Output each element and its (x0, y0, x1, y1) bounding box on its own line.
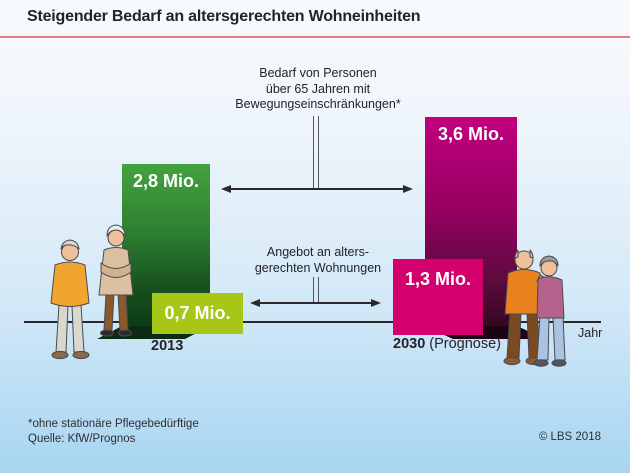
arrow-bedarf-line (230, 188, 404, 190)
arrow-bedarf-left-head-icon (221, 185, 231, 193)
category-2030-year: 2030 (393, 336, 426, 352)
x-axis-line (24, 321, 601, 323)
bar-value-label-angebot-2013: 0,7 Mio. (164, 303, 231, 323)
connector-double-line-bedarf (313, 116, 319, 188)
bar-value-label-bedarf-2013: 2,8 Mio. (132, 171, 199, 191)
arrow-angebot-right-head-icon (371, 299, 381, 307)
bar-value-label-angebot-2030: 1,3 Mio. (404, 269, 471, 289)
x-axis-label: Jahr (578, 326, 603, 340)
bar-angebot-2013: 0,7 Mio. (152, 293, 243, 334)
annotation-angebot-line1: Angebot an alters- (266, 245, 370, 259)
annotation-bedarf-line2: über 65 Jahren mit (265, 81, 371, 96)
arrow-angebot-line (259, 302, 372, 304)
category-label-2030: 2030 (Prognose) (393, 336, 501, 352)
source-note: Quelle: KfW/Prognos (28, 433, 136, 445)
footnote-asterisk: *ohne stationäre Pflegebedürftige (28, 418, 199, 430)
bar-value-label-bedarf-2030: 3,6 Mio. (437, 124, 504, 144)
annotation-bedarf: Bedarf von Personen über 65 Jahren mit B… (203, 66, 433, 113)
arrow-angebot-left-head-icon (250, 299, 260, 307)
annotation-bedarf-line3: Bewegungseinschränkungen* (235, 97, 401, 111)
bar-angebot-2030: 1,3 Mio. (393, 259, 483, 335)
page-title: Steigender Bedarf an altersgerechten Woh… (27, 8, 421, 25)
connector-double-line-angebot (313, 277, 319, 302)
arrow-bedarf-right-head-icon (403, 185, 413, 193)
elderly-woman-right-illustration (533, 255, 567, 367)
category-2030-suffix: (Prognose) (429, 336, 501, 352)
category-label-2013: 2013 (151, 338, 184, 354)
annotation-bedarf-line1: Bedarf von Personen (259, 66, 377, 80)
annotation-angebot: Angebot an alters- gerechten Wohnungen (223, 245, 413, 276)
elderly-man-left-illustration (50, 239, 90, 360)
footnotes: *ohne stationäre Pflegebedürftige Quelle… (28, 417, 199, 447)
annotation-angebot-line2: gerechten Wohnungen (254, 260, 382, 275)
copyright-note: © LBS 2018 (538, 431, 601, 443)
title-rule (0, 36, 630, 38)
